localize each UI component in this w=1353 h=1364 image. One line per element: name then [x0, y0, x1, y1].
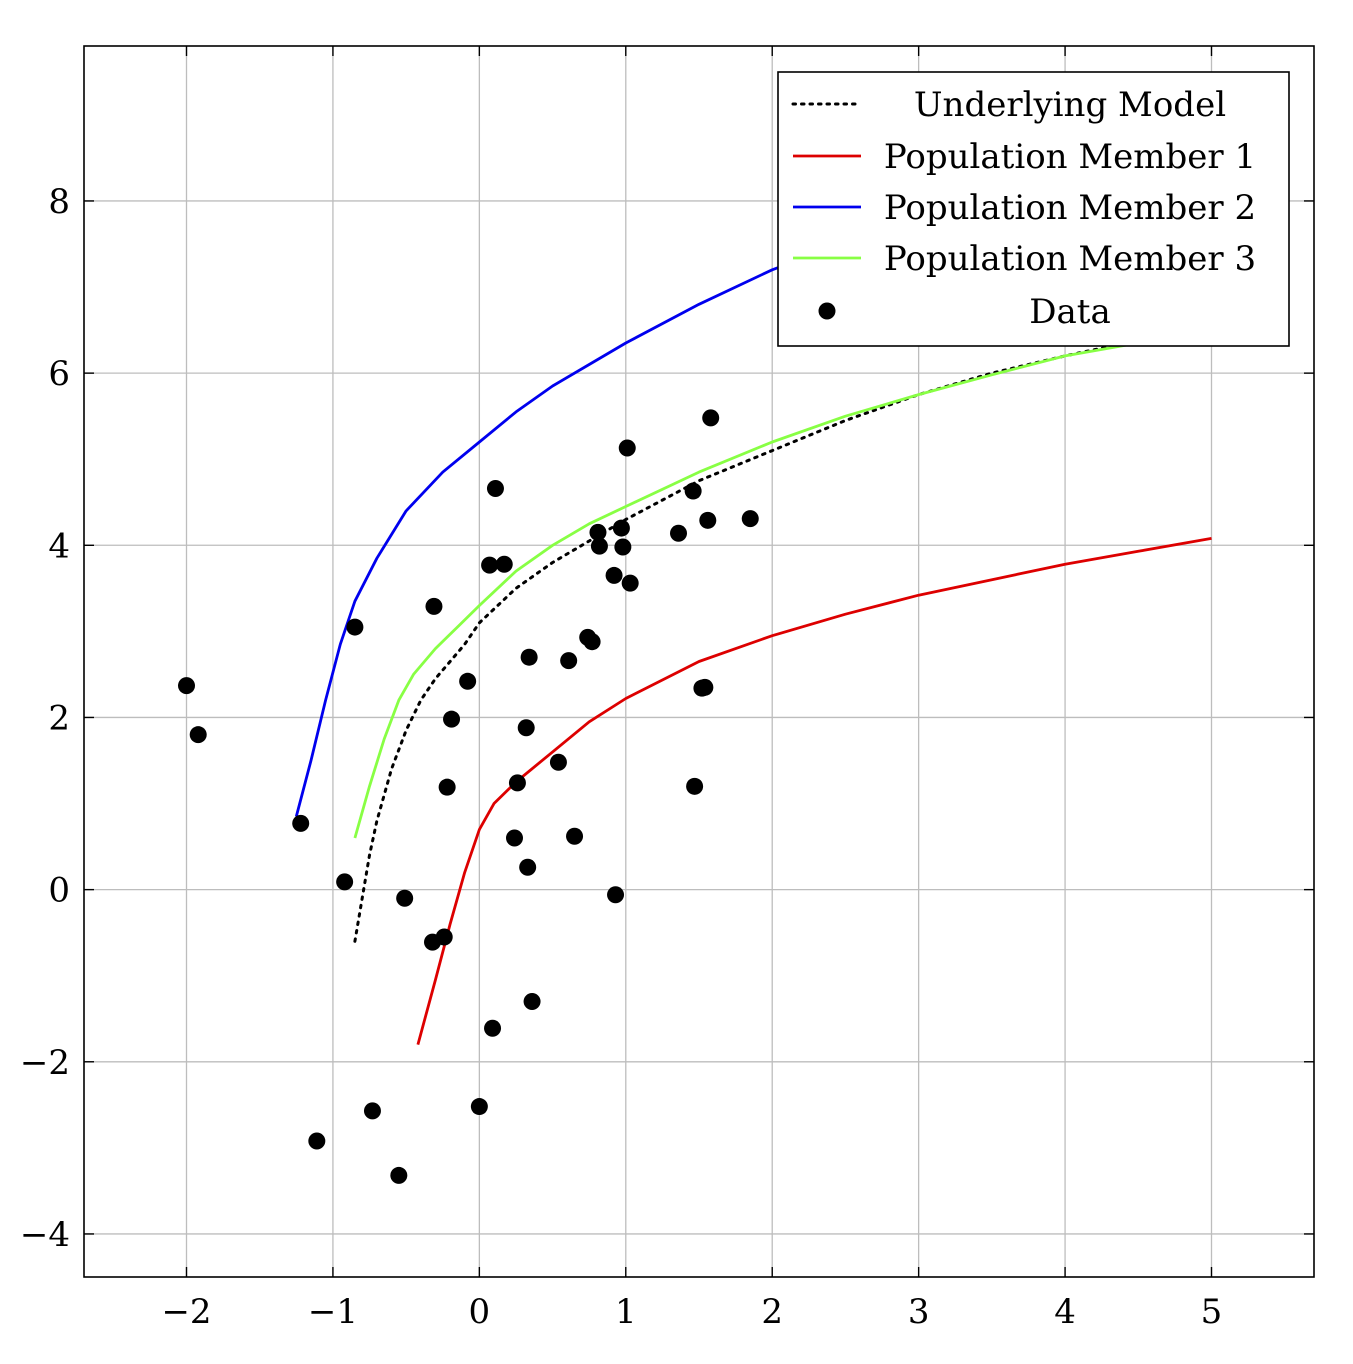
- y-tick-label: 4: [48, 526, 70, 566]
- data-point: [684, 482, 702, 500]
- plot-frame: [83, 45, 1315, 1278]
- series-line-population-member-3: [353, 333, 1176, 839]
- data-point: [549, 753, 567, 771]
- x-tick-label: 2: [761, 1292, 783, 1332]
- x-tick-label: 3: [908, 1292, 930, 1332]
- data-point: [590, 537, 608, 555]
- data-point: [696, 678, 714, 696]
- data-point: [605, 566, 623, 584]
- y-tick-label: 8: [48, 182, 70, 222]
- data-point: [614, 538, 632, 556]
- data-point: [346, 618, 364, 636]
- data-point: [470, 1098, 488, 1116]
- ticks: −2 −1 0 1 2 3 4 5 −4 −2 0 2 4 6 8: [20, 46, 1314, 1332]
- series-line-population-member-1: [416, 537, 1212, 1045]
- data-point: [443, 710, 461, 728]
- legend-items: Underlying Model Population Member 1 Popul…: [791, 85, 1256, 332]
- data-point: [519, 858, 537, 876]
- series-line-underlying-model: [353, 324, 1213, 943]
- data-point: [607, 886, 625, 904]
- data-point: [178, 677, 195, 695]
- data-point: [363, 1102, 381, 1120]
- data-point: [495, 555, 513, 573]
- data-point: [517, 719, 535, 737]
- legend: Underlying Model Population Member 1 Popul…: [777, 71, 1290, 347]
- y-tick-label: −4: [20, 1215, 70, 1255]
- legend-label-data: Data: [1029, 292, 1110, 332]
- data-point: [508, 774, 526, 792]
- y-tick-label: 2: [48, 698, 70, 738]
- data-point: [621, 574, 639, 592]
- x-tick-label: 5: [1201, 1292, 1223, 1332]
- series-group: [178, 246, 1213, 1184]
- data-point: [520, 648, 538, 666]
- legend-label-population-member-1: Population Member 1: [884, 137, 1256, 177]
- data-point: [741, 510, 759, 528]
- legend-marker-data: [818, 302, 836, 320]
- data-point: [583, 633, 601, 651]
- data-point: [481, 556, 499, 574]
- legend-label-population-member-2: Population Member 2: [884, 188, 1256, 228]
- data-point: [612, 519, 630, 537]
- legend-label-population-member-3: Population Member 3: [884, 239, 1256, 279]
- y-tick-label: 0: [48, 871, 70, 911]
- data-point: [390, 1166, 408, 1184]
- data-point: [189, 726, 207, 744]
- data-point: [699, 511, 717, 529]
- data-point: [396, 889, 414, 907]
- data-point: [560, 652, 578, 670]
- x-tick-label: −2: [161, 1292, 211, 1332]
- y-tick-label: −2: [20, 1043, 70, 1083]
- data-point: [308, 1132, 326, 1150]
- data-point: [702, 409, 720, 427]
- legend-label-underlying-model: Underlying Model: [914, 85, 1226, 125]
- data-point: [670, 524, 687, 542]
- data-point: [425, 597, 443, 615]
- x-tick-label: 1: [615, 1292, 637, 1332]
- data-point: [484, 1019, 502, 1037]
- data-point: [618, 439, 636, 457]
- data-point: [336, 873, 354, 891]
- data-point: [686, 777, 704, 795]
- legend-box: [777, 71, 1290, 347]
- data-point: [438, 778, 456, 796]
- data-point: [292, 814, 310, 832]
- x-tick-label: 4: [1054, 1292, 1076, 1332]
- x-tick-label: −1: [308, 1292, 358, 1332]
- data-point: [506, 829, 523, 847]
- x-tick-label: 0: [469, 1292, 491, 1332]
- data-point: [589, 523, 607, 541]
- y-tick-label: 6: [48, 354, 70, 394]
- data-point: [486, 479, 504, 497]
- data-point: [459, 672, 477, 690]
- series-line-population-member-2: [294, 246, 832, 817]
- data-point: [435, 928, 453, 946]
- data-point: [523, 993, 541, 1011]
- series-layer: [178, 246, 1213, 1184]
- data-point: [566, 827, 584, 845]
